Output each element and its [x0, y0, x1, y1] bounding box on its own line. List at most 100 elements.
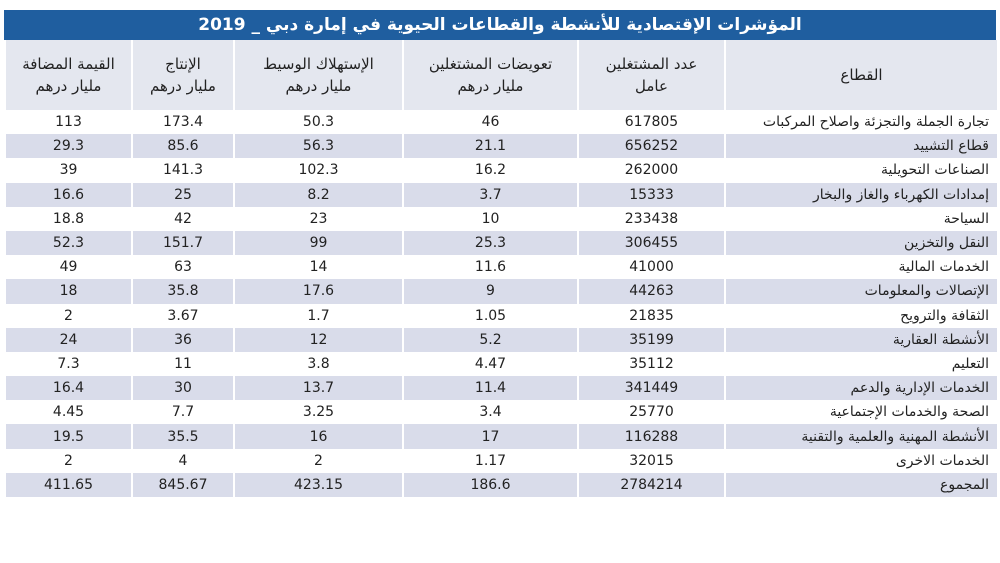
header-label: القيمة المضافة	[22, 55, 115, 73]
cell-intermediate-consumption: 1.7	[233, 303, 403, 328]
cell-employees: 32015	[577, 448, 725, 473]
cell-value-added: 18.8	[4, 206, 132, 231]
cell-production: 11	[131, 351, 234, 377]
cell-compensation: 25.3	[402, 230, 578, 256]
cell-compensation: 16.2	[402, 158, 578, 183]
table-row: قطاع التشييد 656252 21.1 56.3 85.6 29.3	[4, 134, 997, 159]
cell-intermediate-consumption: 56.3	[233, 134, 403, 159]
cell-compensation: 17	[402, 424, 578, 449]
cell-value-added: 18	[4, 279, 132, 304]
cell-value-added: 7.3	[4, 351, 132, 377]
cell-intermediate-consumption: 2	[233, 448, 403, 473]
header-employees: عدد المشتغلين عامل	[577, 40, 725, 110]
header-intermediate-consumption: الإستهلاك الوسيط مليار درهم	[233, 40, 403, 110]
cell-sector: إمدادات الكهرباء والغاز والبخار	[724, 182, 997, 207]
cell-value-added: 39	[4, 158, 132, 183]
cell-employees: 262000	[577, 158, 725, 183]
cell-sector: الخدمات الإدارية والدعم	[724, 376, 997, 401]
cell-employees: 15333	[577, 182, 725, 207]
table-title: المؤشرات الإقتصادية للأنشطة والقطاعات ال…	[4, 10, 996, 40]
cell-production: 845.67	[131, 472, 234, 497]
cell-sector: تجارة الجملة والتجزئة واصلاح المركبات	[724, 110, 997, 135]
cell-production: 35.5	[131, 424, 234, 449]
header-unit: مليار درهم	[457, 77, 524, 95]
cell-sector: الصحة والخدمات الإجتماعية	[724, 400, 997, 425]
cell-sector: الأنشطة العقارية	[724, 327, 997, 352]
header-label: عدد المشتغلين	[605, 55, 698, 73]
cell-intermediate-consumption: 12	[233, 327, 403, 352]
cell-compensation: 5.2	[402, 327, 578, 352]
cell-compensation: 11.4	[402, 376, 578, 401]
header-label: الإنتاج	[165, 55, 201, 73]
cell-value-added: 49	[4, 255, 132, 280]
cell-sector: الصناعات التحويلية	[724, 158, 997, 183]
cell-production: 4	[131, 448, 234, 473]
header-unit: مليار درهم	[35, 77, 102, 95]
header-value-added: القيمة المضافة مليار درهم	[4, 40, 132, 110]
table-row: الخدمات الإدارية والدعم 341449 11.4 13.7 30 1…	[4, 376, 997, 401]
cell-sector: الأنشطة المهنية والعلمية والتقنية	[724, 424, 997, 449]
cell-employees: 233438	[577, 206, 725, 231]
cell-production: 63	[131, 255, 234, 280]
cell-sector: المجموع	[724, 472, 997, 497]
cell-value-added: 4.45	[4, 400, 132, 425]
cell-intermediate-consumption: 13.7	[233, 376, 403, 401]
cell-employees: 41000	[577, 255, 725, 280]
table-row: الأنشطة المهنية والعلمية والتقنية 116288 1…	[4, 424, 997, 449]
header-label: الإستهلاك الوسيط	[263, 55, 374, 73]
indicators-table-container: المؤشرات الإقتصادية للأنشطة والقطاعات ال…	[4, 10, 997, 497]
cell-sector: السياحة	[724, 206, 997, 231]
cell-production: 151.7	[131, 230, 234, 256]
cell-employees: 25770	[577, 400, 725, 425]
cell-employees: 35199	[577, 327, 725, 352]
cell-compensation: 186.6	[402, 472, 578, 497]
table-row: الخدمات الاخرى 32015 1.17 2 4 2	[4, 448, 997, 473]
cell-compensation: 9	[402, 279, 578, 304]
cell-employees: 116288	[577, 424, 725, 449]
cell-value-added: 29.3	[4, 134, 132, 159]
cell-production: 173.4	[131, 110, 234, 135]
cell-sector: الثقافة والترويح	[724, 303, 997, 328]
cell-value-added: 113	[4, 110, 132, 135]
table-row: الأنشطة العقارية 35199 5.2 12 36 24	[4, 327, 997, 352]
cell-value-added: 52.3	[4, 230, 132, 256]
cell-intermediate-consumption: 3.8	[233, 351, 403, 377]
header-unit: عامل	[635, 77, 668, 95]
cell-employees: 44263	[577, 279, 725, 304]
table-row: الإتصالات والمعلومات 44263 9 17.6 35.8 18	[4, 279, 997, 304]
header-unit: مليار درهم	[285, 77, 352, 95]
cell-compensation: 4.47	[402, 351, 578, 377]
table-row: الخدمات المالية 41000 11.6 14 63 49	[4, 255, 997, 280]
cell-compensation: 3.7	[402, 182, 578, 207]
header-production: الإنتاج مليار درهم	[131, 40, 234, 110]
header-sector: القطاع	[724, 40, 997, 110]
cell-value-added: 24	[4, 327, 132, 352]
cell-compensation: 21.1	[402, 134, 578, 159]
cell-value-added: 411.65	[4, 472, 132, 497]
cell-sector: قطاع التشييد	[724, 134, 997, 159]
cell-intermediate-consumption: 23	[233, 206, 403, 231]
cell-sector: الخدمات المالية	[724, 255, 997, 280]
cell-compensation: 1.17	[402, 448, 578, 473]
table-row: النقل والتخزين 306455 25.3 99 151.7 52.3	[4, 230, 997, 256]
header-unit: مليار درهم	[150, 77, 216, 95]
cell-compensation: 3.4	[402, 400, 578, 425]
cell-production: 42	[131, 206, 234, 231]
table-row: الصحة والخدمات الإجتماعية 25770 3.4 3.25 7.7…	[4, 400, 997, 425]
cell-value-added: 16.4	[4, 376, 132, 401]
cell-employees: 617805	[577, 110, 725, 135]
table-row: الصناعات التحويلية 262000 16.2 102.3 141.3 39	[4, 158, 997, 183]
cell-intermediate-consumption: 14	[233, 255, 403, 280]
cell-intermediate-consumption: 8.2	[233, 182, 403, 207]
cell-employees: 306455	[577, 230, 725, 256]
cell-sector: الخدمات الاخرى	[724, 448, 997, 473]
cell-employees: 35112	[577, 351, 725, 377]
table-row: التعليم 35112 4.47 3.8 11 7.3	[4, 351, 997, 377]
cell-intermediate-consumption: 17.6	[233, 279, 403, 304]
cell-value-added: 2	[4, 448, 132, 473]
cell-intermediate-consumption: 423.15	[233, 472, 403, 497]
cell-intermediate-consumption: 50.3	[233, 110, 403, 135]
cell-compensation: 1.05	[402, 303, 578, 328]
cell-compensation: 10	[402, 206, 578, 231]
table-row: السياحة 233438 10 23 42 18.8	[4, 206, 997, 231]
